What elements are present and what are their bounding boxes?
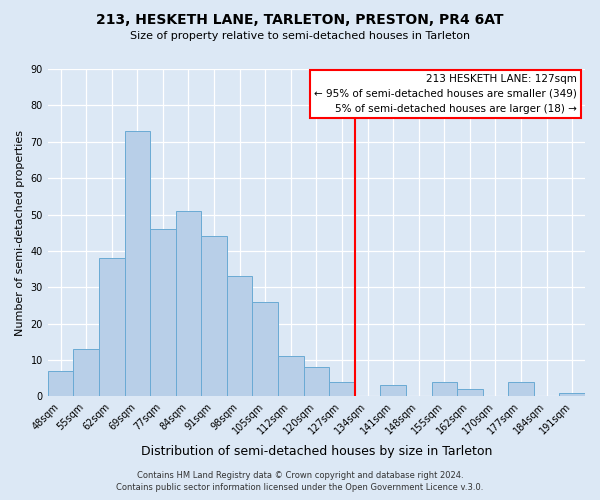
Bar [253,302,278,396]
Bar [278,356,304,397]
Text: Size of property relative to semi-detached houses in Tarleton: Size of property relative to semi-detach… [130,31,470,41]
X-axis label: Distribution of semi-detached houses by size in Tarleton: Distribution of semi-detached houses by … [141,444,492,458]
Bar [201,236,227,396]
Bar [150,229,176,396]
Text: Contains HM Land Registry data © Crown copyright and database right 2024.
Contai: Contains HM Land Registry data © Crown c… [116,471,484,492]
Bar [380,386,406,396]
Bar [508,382,534,396]
Bar [431,382,457,396]
Bar [73,349,99,397]
Bar [304,368,329,396]
Y-axis label: Number of semi-detached properties: Number of semi-detached properties [15,130,25,336]
Bar [99,258,125,396]
Bar [176,211,201,396]
Bar [227,276,253,396]
Bar [457,389,482,396]
Bar [125,131,150,396]
Bar [559,393,585,396]
Text: 213, HESKETH LANE, TARLETON, PRESTON, PR4 6AT: 213, HESKETH LANE, TARLETON, PRESTON, PR… [96,12,504,26]
Bar [48,371,73,396]
Text: 213 HESKETH LANE: 127sqm
← 95% of semi-detached houses are smaller (349)
5% of s: 213 HESKETH LANE: 127sqm ← 95% of semi-d… [314,74,577,114]
Bar [329,382,355,396]
